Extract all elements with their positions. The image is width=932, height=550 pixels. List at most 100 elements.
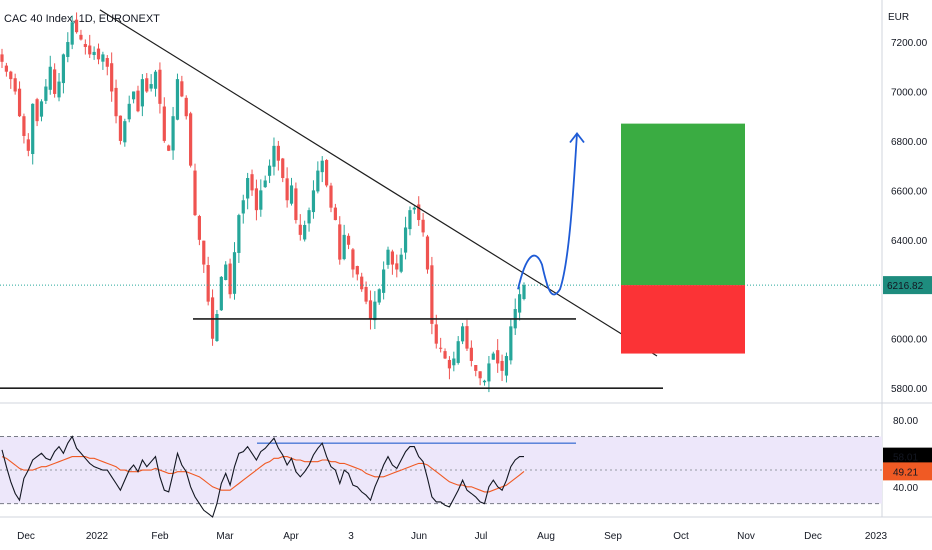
candle-body	[215, 313, 219, 342]
candle-body	[83, 44, 87, 47]
candle-body	[500, 360, 504, 371]
time-tick-label: Dec	[804, 531, 822, 542]
candle-body	[377, 289, 381, 303]
candle-body	[482, 380, 487, 383]
candle-body	[88, 45, 92, 55]
candle-body	[272, 145, 276, 167]
candle-body	[285, 178, 289, 201]
candle-body	[197, 216, 201, 240]
candle-body	[158, 69, 162, 104]
candle-body	[127, 103, 131, 120]
candle-body	[355, 266, 359, 275]
candle-body	[9, 71, 13, 80]
candle-body	[478, 371, 482, 379]
price-labels: 6216.82 58.01 49.21	[883, 276, 932, 481]
candle-body	[153, 71, 158, 89]
time-tick-label: Feb	[151, 531, 169, 542]
chart-title: CAC 40 Index, 1D, EURONEXT	[4, 13, 160, 25]
candle-body	[145, 78, 149, 92]
last-price-badge	[883, 276, 932, 295]
rsi-tick-label: 40.00	[893, 483, 918, 494]
time-tick-label: 2023	[865, 531, 888, 542]
descending-trendline	[99, 9, 658, 357]
candle-body	[412, 207, 416, 210]
candle-body	[250, 174, 254, 191]
candle-body	[298, 224, 302, 235]
candle-body	[263, 180, 267, 188]
candle-body	[460, 326, 465, 342]
time-tick-label: Sep	[604, 531, 622, 542]
time-tick-label: Dec	[17, 531, 35, 542]
candle-body	[22, 116, 26, 136]
candle-body	[373, 301, 377, 321]
candle-body	[496, 350, 500, 364]
candle-body	[232, 252, 237, 294]
candle-body	[57, 81, 61, 98]
rsi-ma-line	[1, 456, 525, 493]
candle-body	[114, 87, 118, 117]
candle-body	[329, 185, 333, 208]
price-tick-label: 6000.00	[891, 335, 928, 346]
candle-body	[509, 326, 513, 361]
candle-body	[518, 294, 522, 313]
candle-body	[281, 158, 285, 179]
candle-body	[289, 185, 294, 204]
candle-body	[417, 204, 421, 221]
candle-body	[421, 219, 425, 233]
candle-body	[434, 324, 438, 344]
candle-body	[167, 145, 171, 151]
drawings-layer[interactable]	[0, 9, 882, 389]
candle-body	[276, 145, 280, 161]
candle-body	[439, 347, 443, 349]
time-axis-ticks: Dec 2022 Feb Mar Apr 3 Jun Jul Aug Sep Oct Nov Dec 20…	[17, 531, 887, 542]
price-tick-label: 6400.00	[891, 236, 928, 247]
rsi-value-badge	[883, 447, 932, 466]
candle-body	[325, 160, 329, 186]
price-tick-label: 5800.00	[891, 384, 928, 395]
rsi-line	[1, 435, 524, 518]
candle-body	[504, 356, 509, 376]
candle-body	[39, 101, 44, 117]
last-price-value: 6216.82	[887, 281, 924, 292]
candle-body	[206, 265, 210, 302]
candle-body	[70, 22, 74, 45]
candle-body	[364, 286, 368, 302]
candle-body	[338, 224, 342, 260]
candle-body	[316, 170, 320, 192]
candle-body	[333, 207, 337, 221]
candle-body	[123, 121, 127, 143]
candle-body	[101, 54, 105, 62]
candle-body	[311, 190, 316, 213]
candle-body	[26, 139, 30, 151]
rsi-tick-label: 80.00	[893, 416, 918, 427]
candle-body	[320, 160, 324, 173]
price-tick-label: 6800.00	[891, 137, 928, 148]
candle-body	[66, 42, 70, 57]
candle-body	[92, 51, 96, 56]
price-tick-label: 7000.00	[891, 87, 928, 98]
candle-body	[175, 79, 180, 120]
time-tick-label: Oct	[673, 531, 689, 542]
candle-body	[346, 235, 351, 245]
candle-body	[522, 285, 526, 300]
candle-body	[79, 34, 83, 40]
candle-body	[224, 264, 228, 281]
candle-body	[48, 66, 52, 90]
candle-body	[382, 269, 386, 293]
time-tick-label: Mar	[216, 531, 234, 542]
candle-body	[110, 63, 114, 92]
candle-body	[74, 19, 79, 33]
candle-body	[140, 79, 144, 107]
currency-label: EUR	[888, 12, 909, 23]
projection-curve	[517, 133, 578, 296]
time-tick-label: 3	[348, 531, 354, 542]
candle-body	[0, 54, 4, 62]
candle-body	[399, 254, 403, 272]
time-tick-label: Jul	[475, 531, 488, 542]
time-tick-label: 2022	[86, 531, 109, 542]
candle-body	[210, 297, 215, 339]
candle-body	[193, 170, 197, 216]
candle-body	[386, 249, 390, 265]
candle-body	[342, 234, 346, 260]
